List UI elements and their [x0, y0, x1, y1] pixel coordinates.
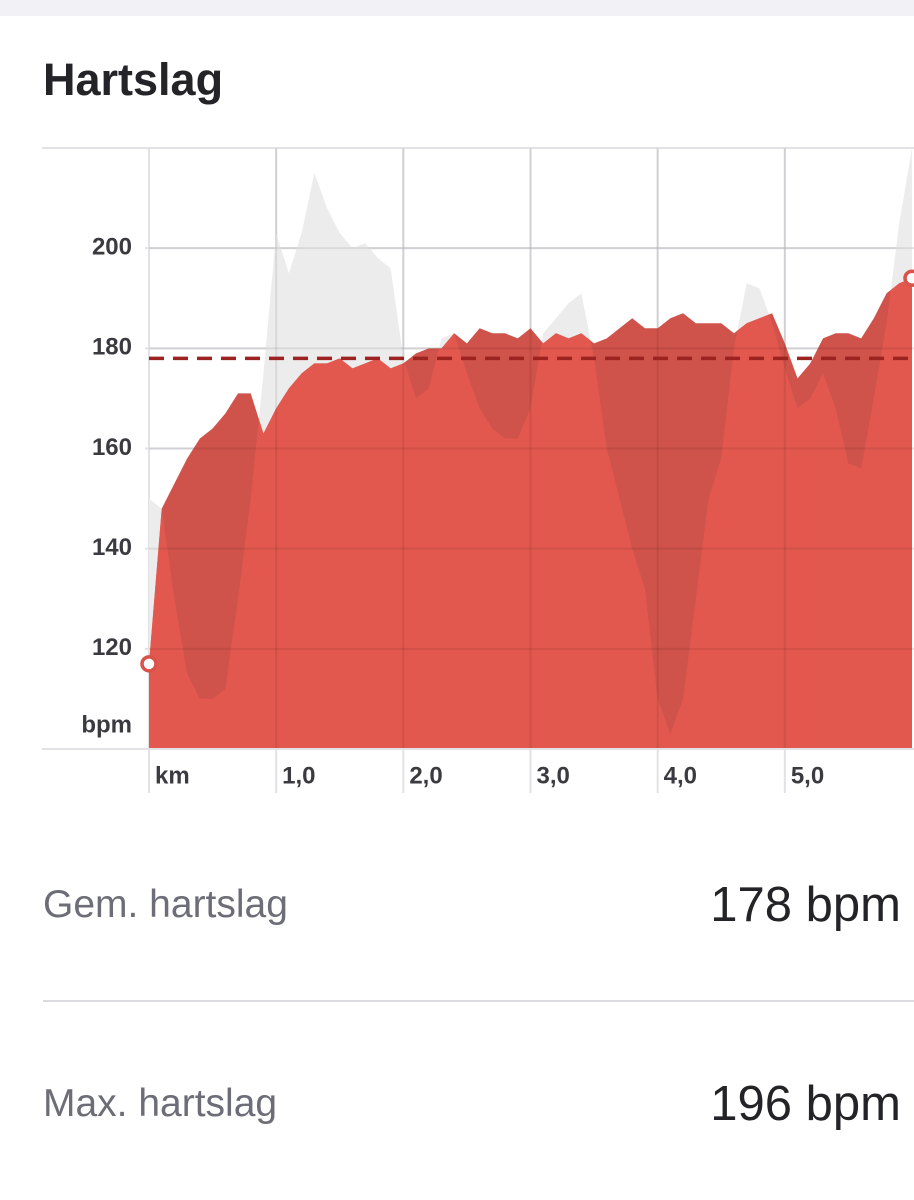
y-tick-label: 120	[92, 634, 132, 661]
stat-value: 178 bpm	[710, 878, 901, 932]
stat-row: Gem. hartslag 178 bpm	[43, 865, 901, 945]
end-marker	[903, 269, 914, 287]
stat-label: Max. hartslag	[43, 1082, 278, 1125]
y-tick-label: 200	[92, 234, 132, 261]
x-tick-label: 1,0	[282, 762, 315, 789]
x-tick-label: 4,0	[664, 762, 697, 789]
divider	[43, 1000, 914, 1002]
stat-row: Max. hartslag 196 bpm	[43, 1064, 901, 1144]
y-unit-label: bpm	[81, 711, 132, 738]
x-tick-label: 2,0	[409, 762, 442, 789]
y-tick-label: 180	[92, 334, 132, 361]
x-tick-label: 3,0	[537, 762, 570, 789]
y-tick-label: 140	[92, 534, 132, 561]
stat-label: Gem. hartslag	[43, 883, 288, 926]
stat-value: 196 bpm	[710, 1077, 901, 1131]
x-unit-label: km	[155, 762, 190, 789]
top-bar	[0, 0, 914, 16]
section-title: Hartslag	[43, 54, 224, 105]
x-tick-label: 5,0	[791, 762, 824, 789]
start-marker	[140, 655, 158, 673]
y-tick-label: 160	[92, 434, 132, 461]
